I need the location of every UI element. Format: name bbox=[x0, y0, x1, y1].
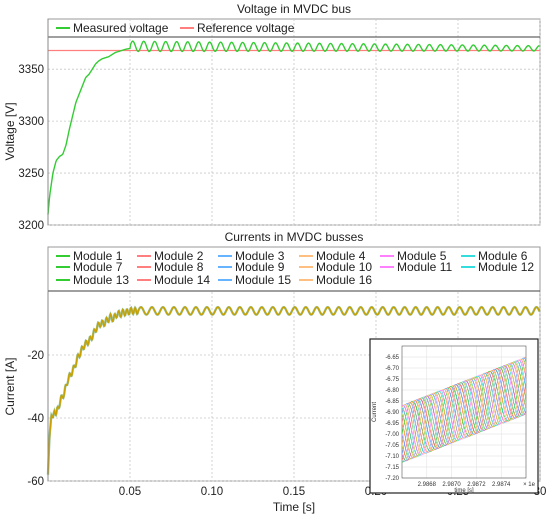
currents-xtick-label: 0.15 bbox=[283, 486, 305, 498]
currents-ytick-label: -60 bbox=[27, 476, 44, 488]
inset-module-line bbox=[401, 362, 527, 459]
currents-legend-label: Module 14 bbox=[154, 273, 210, 287]
voltage-grid bbox=[48, 19, 541, 226]
voltage-y-axis-label: Voltage [V] bbox=[3, 102, 17, 160]
currents-xtick-label: 0.10 bbox=[201, 486, 223, 498]
inset-ytick-label: -7.10 bbox=[385, 454, 399, 460]
inset-module-line bbox=[401, 359, 527, 456]
inset-x-axis-label: time [s] bbox=[454, 488, 474, 494]
inset-xtick-label: 2.9874 bbox=[492, 482, 511, 488]
currents-legend-label: Module 3 bbox=[235, 249, 285, 263]
currents-legend-label: Module 16 bbox=[316, 273, 372, 287]
inset-module-line bbox=[401, 361, 527, 458]
currents-legend-label: Module 5 bbox=[397, 249, 447, 263]
currents-legend-label: Module 9 bbox=[235, 260, 285, 274]
currents-xtick-label: 0.05 bbox=[119, 486, 141, 498]
inset-ytick-label: -6.85 bbox=[385, 399, 399, 405]
currents-chart-title: Currents in MVDC busses bbox=[225, 230, 364, 244]
inset-module-line bbox=[401, 363, 527, 451]
voltage-ytick-label: 3250 bbox=[18, 168, 44, 180]
inset-ytick-label: -7.20 bbox=[385, 476, 399, 482]
currents-x-axis-label: Time [s] bbox=[273, 500, 315, 514]
inset-ytick-label: -6.95 bbox=[385, 421, 399, 427]
inset-module-line bbox=[401, 367, 527, 463]
currents-legend-label: Module 1 bbox=[73, 249, 123, 263]
voltage-ytick-label: 3200 bbox=[18, 220, 44, 232]
inset-xtick-label: 2.9872 bbox=[467, 482, 486, 488]
inset-module-line bbox=[401, 368, 527, 461]
currents-legend-label: Module 7 bbox=[73, 260, 123, 274]
inset-xtick-label: 2.9870 bbox=[442, 482, 461, 488]
measured-voltage-line bbox=[47, 40, 540, 215]
currents-legend-label: Module 15 bbox=[235, 273, 291, 287]
inset-ytick-label: -7.15 bbox=[385, 465, 399, 471]
currents-y-axis-label: Current [A] bbox=[3, 357, 17, 415]
inset-xtick-label: 2.9868 bbox=[418, 482, 437, 488]
voltage-legend-label: Reference voltage bbox=[197, 21, 295, 35]
currents-ytick-label: -20 bbox=[27, 350, 44, 362]
currents-legend-label: Module 10 bbox=[316, 260, 372, 274]
currents-legend-label: Module 4 bbox=[316, 249, 366, 263]
inset-ytick-label: -6.90 bbox=[385, 410, 399, 416]
currents-legend-label: Module 12 bbox=[478, 260, 534, 274]
inset-module-line bbox=[401, 369, 527, 455]
voltage-ytick-label: 3300 bbox=[18, 116, 44, 128]
currents-legend-label: Module 6 bbox=[478, 249, 528, 263]
voltage-plot-frame bbox=[47, 18, 541, 226]
inset-ytick-label: -7.05 bbox=[385, 443, 399, 449]
inset-ytick-label: -6.65 bbox=[385, 355, 399, 361]
currents-ytick-label: -40 bbox=[27, 413, 44, 425]
inset-ytick-label: -7.00 bbox=[385, 432, 399, 438]
voltage-legend-label: Measured voltage bbox=[73, 21, 169, 35]
currents-legend-label: Module 11 bbox=[397, 260, 452, 274]
inset-module-line bbox=[401, 360, 527, 457]
currents-legend-label: Module 8 bbox=[154, 260, 204, 274]
inset-x-scale-note: × 1e bbox=[523, 482, 536, 488]
module-currents-line bbox=[47, 306, 541, 475]
inset-axes-box bbox=[401, 345, 527, 479]
inset-ytick-label: -6.80 bbox=[385, 388, 399, 394]
currents-legend-label: Module 2 bbox=[154, 249, 204, 263]
inset-series-group bbox=[401, 356, 527, 463]
currents-legend-label: Module 13 bbox=[73, 273, 129, 287]
inset-y-axis-label: Current bbox=[372, 402, 378, 422]
inset-ytick-label: -6.75 bbox=[385, 377, 399, 383]
voltage-ytick-label: 3350 bbox=[18, 64, 44, 76]
voltage-chart-title: Voltage in MVDC bus bbox=[237, 2, 351, 16]
inset-ytick-label: -6.70 bbox=[385, 366, 399, 372]
